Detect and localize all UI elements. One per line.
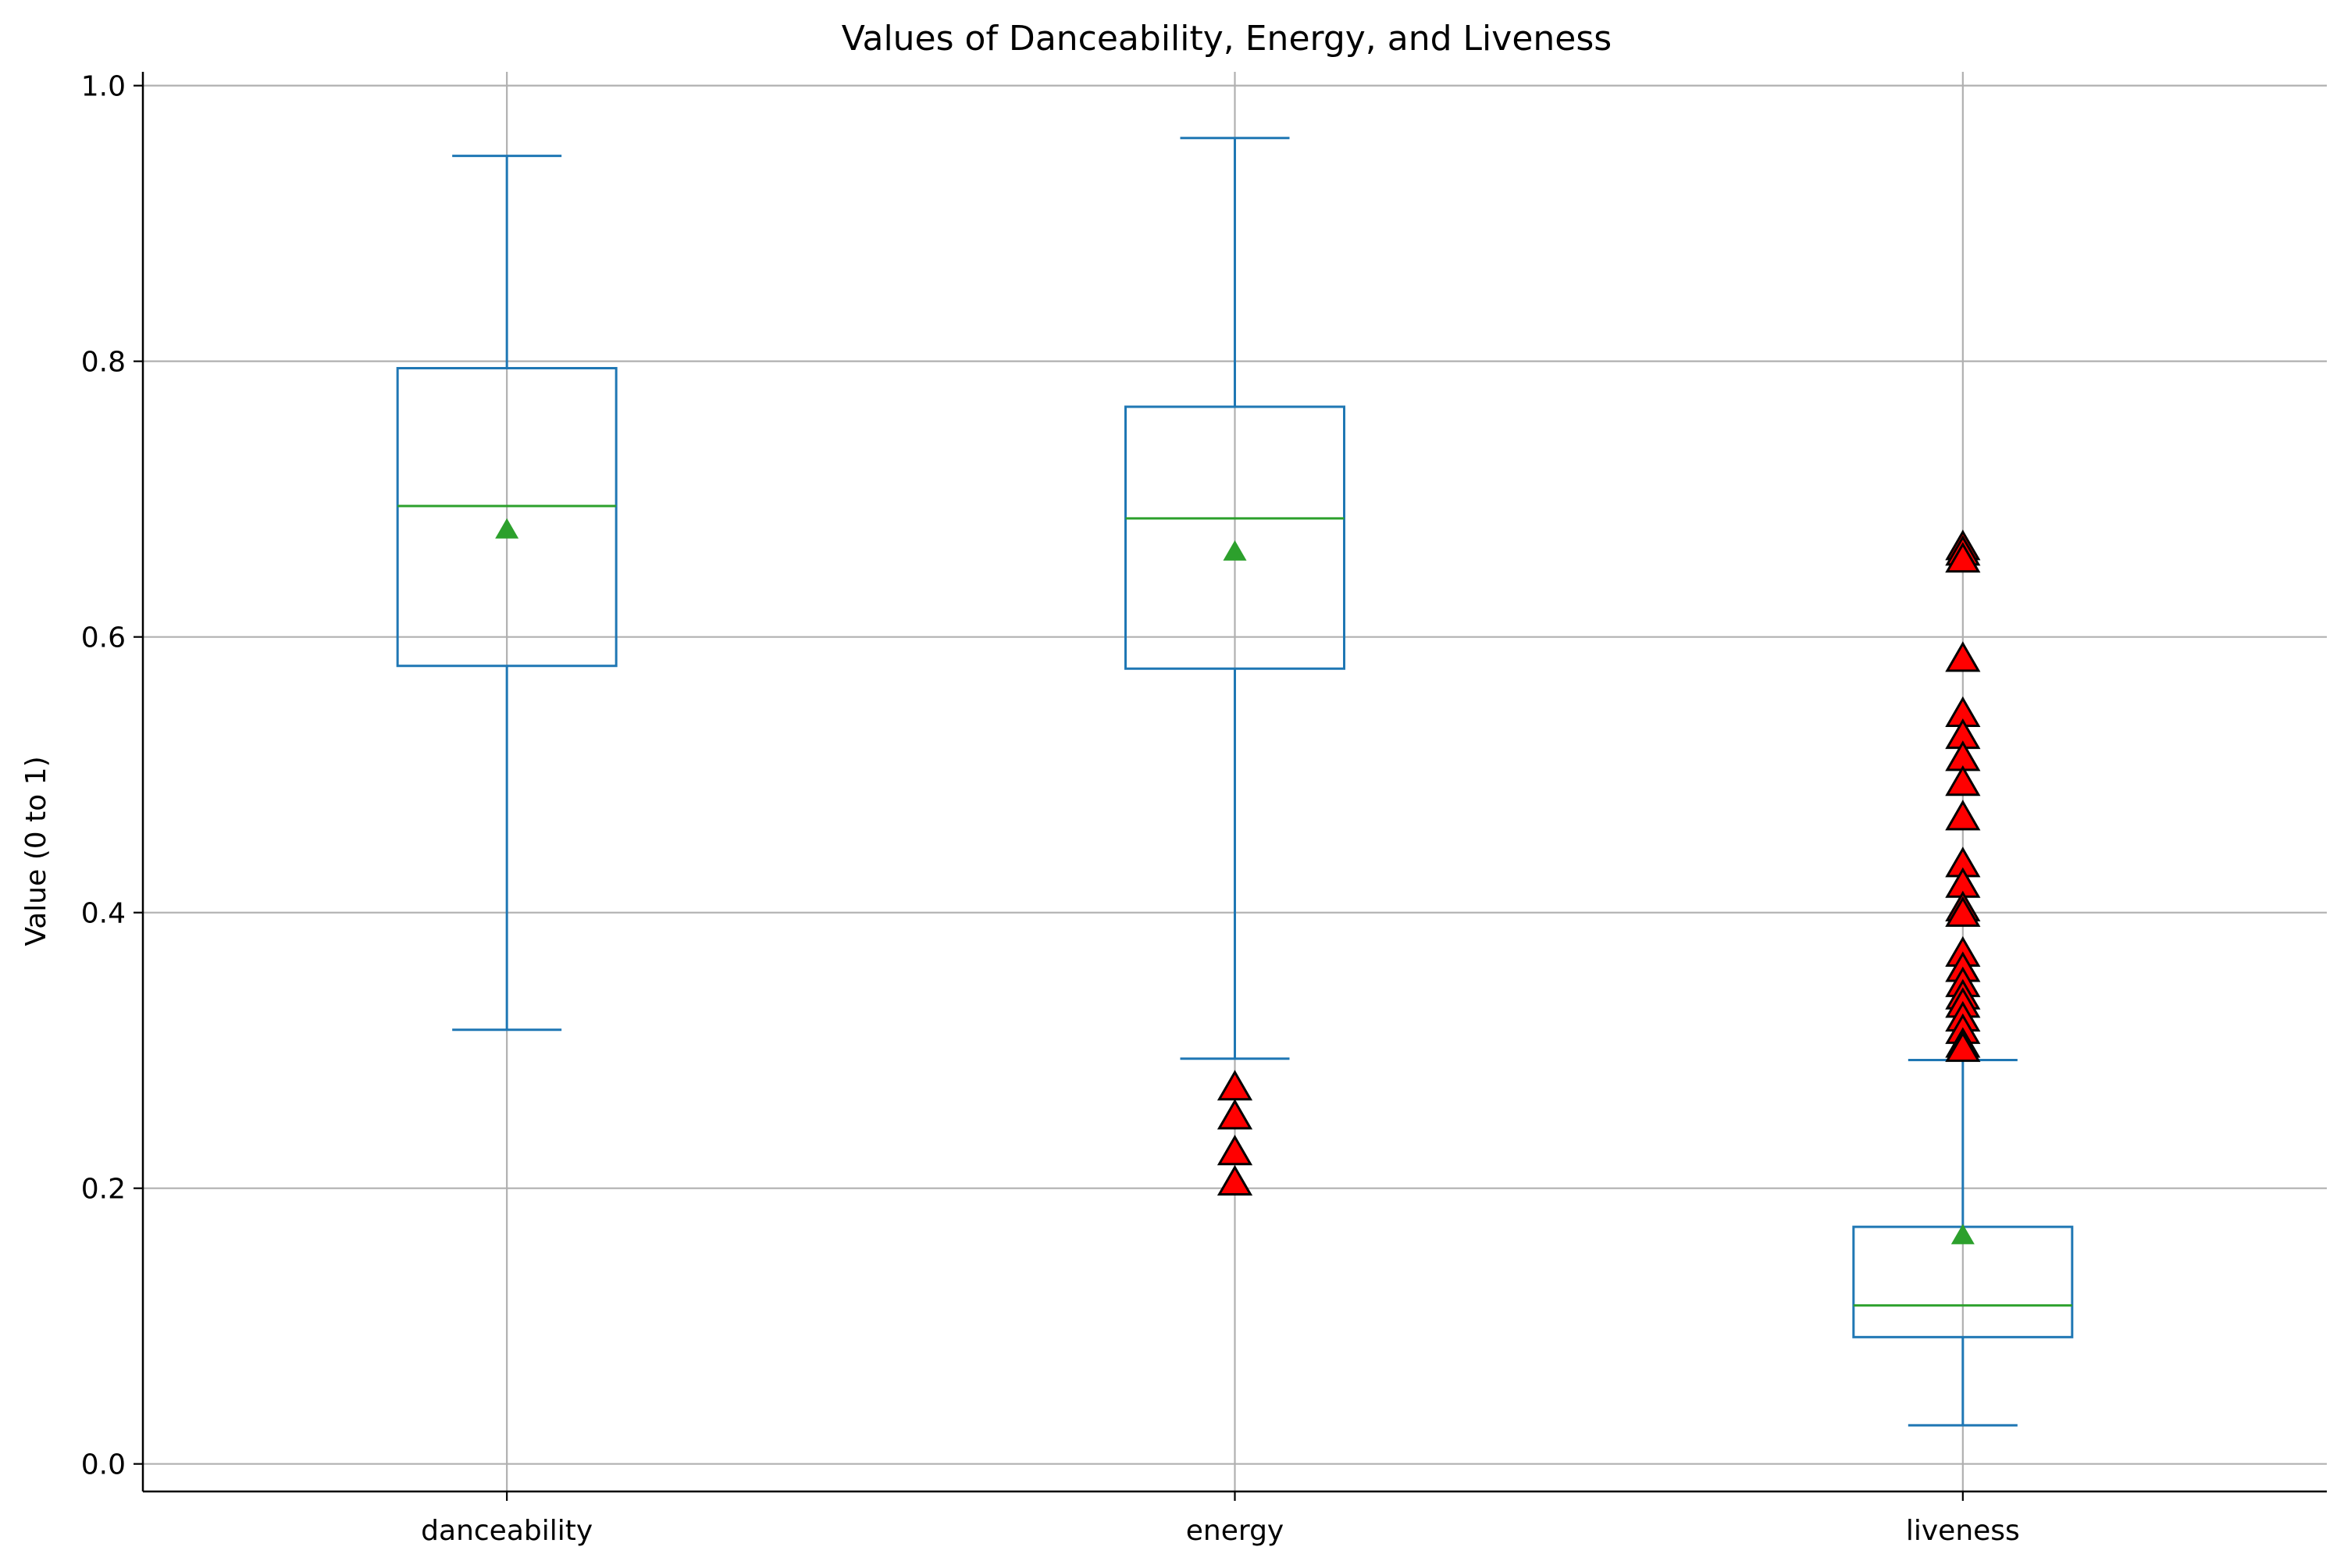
outlier-point [1945,542,1981,573]
x-tick-label-danceability: danceability [421,1515,593,1547]
outlier-point [1945,896,1981,927]
mean-marker [1950,1224,1975,1245]
y-tick-label: 0.6 [81,622,126,654]
y-tick-label: 0.0 [81,1449,126,1481]
y-tick-label: 1.0 [81,71,126,103]
x-tick-label-liveness: liveness [1906,1515,2020,1547]
axes-layer [134,72,2327,1501]
outlier-point [1945,641,1981,672]
y-tick-label: 0.4 [81,898,126,930]
outlier-point [1217,1099,1253,1130]
mean-marker [1223,540,1247,561]
outlier-point [1945,1031,1981,1062]
outlier-point [1217,1164,1253,1196]
y-tick-label: 0.2 [81,1174,126,1206]
outlier-point [1217,1070,1253,1101]
outlier-point [1217,1135,1253,1166]
iqr-box [396,366,618,668]
y-axis-label: Value (0 to 1) [20,756,52,946]
x-tick-label-energy: energy [1186,1515,1284,1547]
box-group-energy [1124,137,1345,1196]
box-group-liveness [1852,529,2074,1427]
y-tick-label: 0.8 [81,347,126,379]
iqr-box [1124,405,1345,670]
box-group-danceability [396,155,618,1032]
labels-layer: Values of Danceability, Energy, and Live… [20,19,2020,1547]
boxes-layer [396,137,2074,1427]
chart-title: Values of Danceability, Energy, and Live… [842,19,1612,59]
outlier-point [1945,800,1981,831]
outlier-point [1945,765,1981,796]
mean-marker [495,518,519,539]
